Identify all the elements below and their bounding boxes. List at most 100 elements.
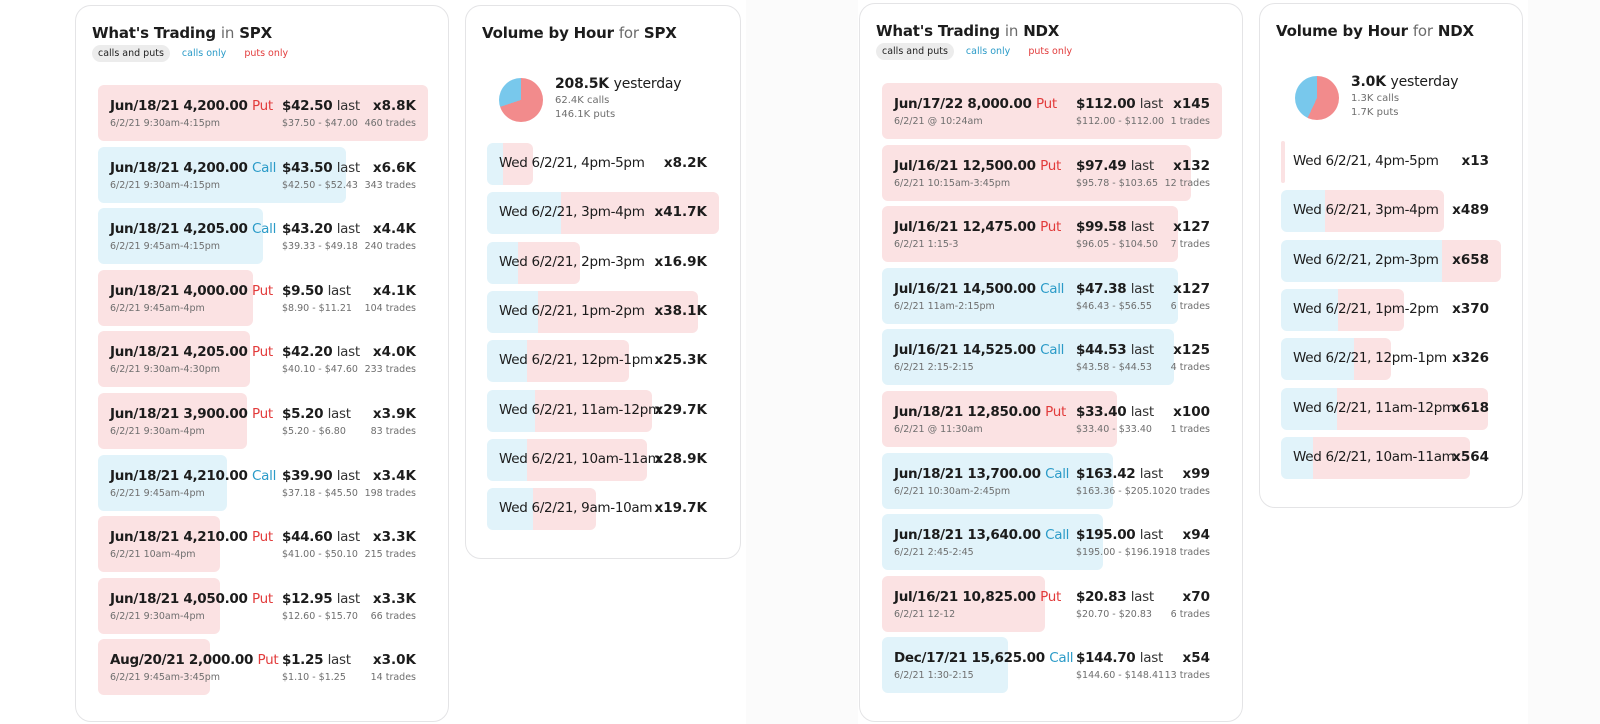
last-label: last xyxy=(1130,342,1154,359)
expiry-date: Jun/18/21 xyxy=(110,590,179,607)
hour-row[interactable]: Wed 6/2/21, 12pm-1pm x25.3K xyxy=(487,340,719,383)
contract-multiplier: x8.8K xyxy=(372,98,416,114)
filter-puts-only[interactable]: puts only xyxy=(244,48,289,59)
trade-window: 6/2/21 2:15-2:15 xyxy=(894,362,974,374)
price-value: $42.50 xyxy=(282,98,333,114)
contract-label: Dec/17/21 15,625.00 Call xyxy=(894,650,1074,666)
last-label: last xyxy=(1130,157,1154,174)
contract-multiplier: x4.1K xyxy=(372,282,416,299)
trade-row[interactable]: Jun/17/22 8,000.00 Put 6/2/21 @ 10:24am $1… xyxy=(882,83,1222,139)
trade-row[interactable]: Jun/18/21 4,205.00 Put 6/2/21 9:30am-4:30… xyxy=(98,331,428,388)
contract-multiplier: x3.9K xyxy=(372,406,416,422)
calls-segment xyxy=(487,389,535,432)
last-label: last xyxy=(336,98,360,114)
hour-row[interactable]: Wed 6/2/21, 3pm-4pm x41.7K xyxy=(487,192,719,235)
hour-row[interactable]: Wed 6/2/21, 2pm-3pm x16.9K xyxy=(487,241,719,284)
puts-segment xyxy=(537,290,699,333)
last-label: last xyxy=(336,159,360,176)
volume-bar xyxy=(882,514,1103,571)
puts-segment xyxy=(1324,190,1444,233)
hour-row[interactable]: Wed 6/2/21, 9am-10am x19.7K xyxy=(487,488,719,531)
calls-segment xyxy=(487,241,518,284)
hour-volume: x370 xyxy=(1452,300,1489,317)
price-value: $33.40 xyxy=(1076,404,1127,420)
volume-bar xyxy=(98,208,263,265)
strike-price: 4,000.00 xyxy=(183,282,248,299)
hour-row[interactable]: Wed 6/2/21, 11am-12pm x618 xyxy=(1281,387,1501,430)
option-type: Put xyxy=(252,406,273,422)
trade-window: 6/2/21 9:30am-4pm xyxy=(110,426,205,437)
trade-row[interactable]: Jun/18/21 4,200.00 Put 6/2/21 9:30am-4:15… xyxy=(98,85,428,141)
last-price: $163.42 last xyxy=(1076,466,1163,482)
hour-row[interactable]: Wed 6/2/21, 10am-11am x28.9K xyxy=(487,438,719,481)
trade-row[interactable]: Jul/16/21 14,500.00 Call 6/2/21 11am-2:15… xyxy=(882,267,1222,324)
option-type: Put xyxy=(1036,96,1057,112)
option-type: Put xyxy=(1045,404,1066,420)
yesterday-volume: 3.0K yesterday xyxy=(1351,74,1459,90)
calls-segment xyxy=(487,290,538,333)
trade-row[interactable]: Dec/17/21 15,625.00 Call 6/2/21 1:30-2:15… xyxy=(882,637,1222,694)
trade-row[interactable]: Jun/18/21 4,050.00 Put 6/2/21 9:30am-4pm $… xyxy=(98,577,428,634)
contract-label: Jun/18/21 4,210.00 Call xyxy=(110,468,276,484)
title-in: in xyxy=(220,24,235,42)
trade-count: 20 trades xyxy=(1164,485,1210,497)
hour-row[interactable]: Wed 6/2/21, 3pm-4pm x489 xyxy=(1281,190,1501,233)
hour-row[interactable]: Wed 6/2/21, 10am-11am x564 xyxy=(1281,436,1501,479)
title-main: What's Trading xyxy=(92,24,216,42)
calls-segment xyxy=(1281,190,1325,233)
price-value: $97.49 xyxy=(1076,157,1127,174)
hour-row[interactable]: Wed 6/2/21, 1pm-2pm x38.1K xyxy=(487,290,719,333)
trade-row[interactable]: Jun/18/21 4,000.00 Put 6/2/21 9:45am-4pm $… xyxy=(98,269,428,326)
hour-row[interactable]: Wed 6/2/21, 1pm-2pm x370 xyxy=(1281,288,1501,331)
trade-count: 12 trades xyxy=(1164,177,1210,189)
trade-row[interactable]: Aug/20/21 2,000.00 Put 6/2/21 9:45am-3:45… xyxy=(98,639,428,696)
title-for: for xyxy=(1412,22,1433,40)
contract-multiplier: x4.0K xyxy=(372,344,416,361)
filter-calls-only[interactable]: calls only xyxy=(965,46,1011,57)
hour-volume: x658 xyxy=(1452,251,1489,268)
price-range: $39.33 - $49.18 xyxy=(282,241,358,253)
filter-calls-and-puts[interactable]: calls and puts xyxy=(876,43,954,60)
hour-row[interactable]: Wed 6/2/21, 4pm-5pm x8.2K xyxy=(487,143,719,185)
volume-bar xyxy=(98,639,211,696)
strike-price: 12,850.00 xyxy=(967,404,1041,420)
hour-label: Wed 6/2/21, 1pm-2pm xyxy=(499,302,645,319)
trade-row[interactable]: Jun/18/21 3,900.00 Put 6/2/21 9:30am-4pm $… xyxy=(98,393,428,449)
trade-row[interactable]: Jun/18/21 12,850.00 Put 6/2/21 @ 11:30am $… xyxy=(882,391,1222,447)
hour-row[interactable]: Wed 6/2/21, 2pm-3pm x658 xyxy=(1281,239,1501,282)
volume-bar xyxy=(882,637,1008,694)
hour-row[interactable]: Wed 6/2/21, 4pm-5pm x13 xyxy=(1281,141,1501,183)
hour-label: Wed 6/2/21, 11am-12pm xyxy=(499,401,661,418)
trade-window: 6/2/21 12-12 xyxy=(894,608,956,620)
trade-row[interactable]: Jun/18/21 4,210.00 Put 6/2/21 10am-4pm $44… xyxy=(98,516,428,573)
trade-row[interactable]: Jun/18/21 4,210.00 Call 6/2/21 9:45am-4pm… xyxy=(98,454,428,511)
gap-strip xyxy=(746,0,858,724)
expiry-date: Jun/18/21 xyxy=(110,159,179,176)
title-symbol: NDX xyxy=(1023,22,1060,40)
filter-group: calls and puts calls only puts only xyxy=(92,45,294,62)
trade-row[interactable]: Jun/18/21 13,640.00 Call 6/2/21 2:45-2:45… xyxy=(882,514,1222,571)
last-price: $20.83 last xyxy=(1076,589,1154,605)
trade-row[interactable]: Jul/16/21 12,500.00 Put 6/2/21 10:15am-3:… xyxy=(882,144,1222,201)
trade-row[interactable]: Jun/18/21 4,200.00 Call 6/2/21 9:30am-4:1… xyxy=(98,146,428,203)
trade-row[interactable]: Jul/16/21 14,525.00 Call 6/2/21 2:15-2:15… xyxy=(882,329,1222,386)
filter-calls-only[interactable]: calls only xyxy=(181,48,227,59)
option-type: Call xyxy=(252,467,277,484)
trade-count: 83 trades xyxy=(370,426,416,437)
last-price: $39.90 last xyxy=(282,468,360,484)
strike-price: 4,210.00 xyxy=(183,467,248,484)
title-symbol: SPX xyxy=(643,24,677,42)
trade-row[interactable]: Jun/18/21 13,700.00 Call 6/2/21 10:30am-2… xyxy=(882,452,1222,509)
price-value: $12.95 xyxy=(282,590,333,607)
trade-row[interactable]: Jul/16/21 12,475.00 Put 6/2/21 1:15-3 $99.… xyxy=(882,206,1222,263)
last-price: $12.95 last xyxy=(282,591,360,607)
last-label: last xyxy=(1130,219,1154,236)
trade-row[interactable]: Jul/16/21 10,825.00 Put 6/2/21 12-12 $20.8… xyxy=(882,575,1222,632)
hour-row[interactable]: Wed 6/2/21, 11am-12pm x29.7K xyxy=(487,389,719,432)
filter-calls-and-puts[interactable]: calls and puts xyxy=(92,45,170,62)
trade-row[interactable]: Jun/18/21 4,205.00 Call 6/2/21 9:45am-4:1… xyxy=(98,208,428,265)
hour-volume: x489 xyxy=(1452,202,1489,219)
hour-row[interactable]: Wed 6/2/21, 12pm-1pm x326 xyxy=(1281,338,1501,381)
trade-window: 6/2/21 9:45am-4:15pm xyxy=(110,241,221,253)
filter-puts-only[interactable]: puts only xyxy=(1028,46,1073,57)
